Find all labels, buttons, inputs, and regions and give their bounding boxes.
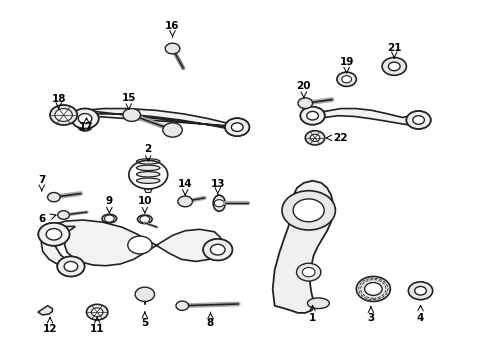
Text: 13: 13	[210, 179, 224, 189]
Polygon shape	[41, 220, 222, 266]
Ellipse shape	[136, 159, 160, 164]
Circle shape	[305, 131, 324, 145]
Text: 5: 5	[141, 318, 148, 328]
Circle shape	[50, 105, 77, 125]
Text: 2: 2	[144, 144, 152, 154]
Text: 1: 1	[308, 312, 316, 323]
Circle shape	[71, 109, 99, 129]
Text: 16: 16	[165, 21, 180, 31]
Circle shape	[78, 113, 92, 123]
Circle shape	[64, 261, 78, 271]
Circle shape	[387, 62, 399, 71]
Polygon shape	[312, 109, 418, 126]
Circle shape	[412, 116, 424, 124]
Circle shape	[127, 236, 152, 254]
Circle shape	[86, 304, 108, 320]
Circle shape	[203, 239, 232, 260]
Circle shape	[231, 123, 243, 131]
Ellipse shape	[137, 215, 152, 224]
Circle shape	[214, 200, 224, 207]
Circle shape	[122, 109, 140, 121]
Ellipse shape	[102, 214, 116, 223]
Circle shape	[309, 134, 319, 141]
Ellipse shape	[213, 195, 225, 211]
Circle shape	[57, 256, 84, 276]
Ellipse shape	[78, 123, 92, 131]
Circle shape	[356, 276, 389, 301]
Circle shape	[300, 107, 324, 125]
Circle shape	[302, 267, 314, 277]
Circle shape	[71, 109, 99, 129]
Circle shape	[414, 287, 426, 295]
Circle shape	[80, 123, 90, 131]
Ellipse shape	[136, 172, 160, 177]
Text: 9: 9	[105, 197, 113, 206]
Circle shape	[91, 308, 103, 316]
Circle shape	[178, 196, 192, 207]
Text: 22: 22	[333, 133, 347, 143]
Circle shape	[406, 111, 430, 129]
Circle shape	[210, 244, 224, 255]
Circle shape	[46, 229, 61, 240]
Circle shape	[203, 239, 232, 260]
Circle shape	[224, 118, 249, 136]
Text: 6: 6	[38, 214, 45, 224]
Circle shape	[38, 223, 69, 246]
Circle shape	[300, 107, 324, 125]
Text: 20: 20	[296, 81, 310, 91]
Circle shape	[57, 256, 84, 276]
Circle shape	[47, 193, 60, 202]
Circle shape	[38, 223, 69, 246]
Text: 4: 4	[416, 312, 423, 323]
Circle shape	[231, 123, 243, 131]
Text: 15: 15	[122, 93, 136, 103]
Circle shape	[210, 244, 224, 255]
Text: 8: 8	[206, 318, 214, 328]
Circle shape	[412, 116, 424, 124]
Circle shape	[165, 43, 180, 54]
Text: 18: 18	[51, 94, 66, 104]
Circle shape	[58, 211, 69, 219]
Circle shape	[407, 282, 432, 300]
Text: 7: 7	[38, 175, 45, 185]
Circle shape	[341, 76, 351, 83]
Circle shape	[381, 58, 406, 75]
Circle shape	[364, 283, 381, 296]
Circle shape	[306, 111, 318, 120]
Ellipse shape	[136, 178, 160, 183]
Polygon shape	[144, 189, 152, 193]
Circle shape	[104, 215, 114, 222]
Circle shape	[140, 216, 149, 223]
Polygon shape	[272, 181, 332, 313]
Text: 11: 11	[90, 324, 104, 334]
Circle shape	[55, 109, 72, 121]
Circle shape	[46, 229, 61, 240]
Ellipse shape	[136, 165, 160, 171]
Text: 17: 17	[79, 122, 94, 132]
Circle shape	[224, 118, 249, 136]
Circle shape	[135, 287, 154, 301]
Polygon shape	[85, 109, 237, 129]
Circle shape	[163, 123, 182, 137]
Ellipse shape	[307, 298, 329, 309]
Circle shape	[64, 261, 78, 271]
Circle shape	[78, 113, 92, 123]
Polygon shape	[38, 306, 52, 315]
Circle shape	[297, 98, 312, 109]
Circle shape	[306, 111, 318, 120]
Circle shape	[292, 199, 324, 222]
Circle shape	[176, 301, 188, 310]
Text: 3: 3	[366, 312, 374, 323]
Circle shape	[406, 111, 430, 129]
Circle shape	[336, 72, 356, 86]
Text: 10: 10	[137, 197, 152, 206]
Text: 19: 19	[339, 57, 353, 67]
Text: 12: 12	[42, 324, 57, 334]
Text: 14: 14	[178, 179, 192, 189]
Circle shape	[282, 191, 335, 230]
Circle shape	[296, 263, 320, 281]
Text: 21: 21	[386, 43, 401, 53]
